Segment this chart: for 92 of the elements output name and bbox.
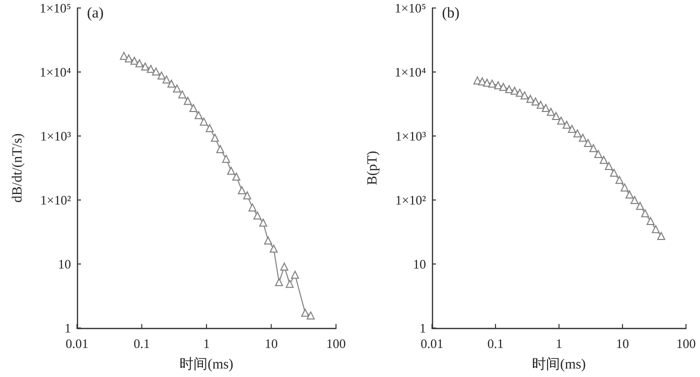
point [652,225,660,234]
point [162,75,170,84]
x-tick-label: 1 [556,336,562,351]
point [636,202,644,210]
point [562,120,571,129]
point [604,162,613,170]
point [542,104,550,112]
point [259,218,268,227]
y-tick-label: 1×10⁴ [394,64,426,80]
point [253,212,262,220]
point [158,72,166,80]
point [630,196,639,204]
x-tick-label: 10 [616,336,629,351]
y-tick-label: 1×10³ [40,128,72,144]
x-axis-title: 时间(ms) [180,356,234,372]
point [270,244,278,253]
point [532,98,540,106]
point [264,236,272,244]
y-tick-label: 1×10⁴ [40,64,72,80]
point [210,134,219,142]
x-tick-label: 10 [264,336,278,351]
x-axis-title: 时间(ms) [532,356,586,372]
y-tick-label: 1×10⁵ [40,0,71,16]
point [546,108,555,116]
point [620,183,629,192]
point [135,59,144,68]
point [589,144,598,152]
x-tick-label: 1 [203,336,210,351]
point [615,176,624,184]
point [646,217,655,226]
point [584,138,592,147]
x-tick-label: 0.1 [487,336,504,351]
x-tick-label: 100 [676,336,696,351]
x-tick-label: 0.01 [420,336,444,351]
point [130,56,138,65]
y-tick-label: 1×10³ [395,128,426,144]
point [124,54,133,62]
point [536,100,545,109]
y-tick-label: 10 [58,256,71,272]
y-tick-label: 1×10² [40,192,72,208]
y-tick-label: 1 [64,320,71,336]
point [238,186,246,194]
point [552,112,560,120]
point [557,116,566,125]
point [243,191,252,200]
point [146,64,155,73]
point [610,168,618,177]
point [488,80,496,88]
point [194,111,203,120]
point [568,124,576,133]
point [626,190,634,198]
point [657,232,666,240]
point [578,134,587,142]
point [600,156,608,164]
annotation: (a) [87,6,104,22]
y-tick-label: 1×10² [395,192,426,208]
point [120,52,128,60]
point [275,278,284,286]
point [141,62,150,70]
point [152,67,160,76]
x-tick-label: 0.01 [66,336,88,351]
point [184,96,192,105]
point [206,124,214,132]
point [178,90,186,98]
point [216,145,224,154]
x-tick-label: 100 [326,336,346,351]
point [573,129,582,138]
y-tick-label: 1×10⁵ [394,0,426,16]
point [189,104,198,112]
point [200,118,208,126]
point [641,209,650,218]
annotation: (b) [442,6,460,22]
y-tick-label: 1 [420,320,426,336]
point [516,88,524,97]
point [499,82,508,91]
point [526,94,534,103]
point [167,80,176,88]
point [248,203,256,212]
y-axis-title: dB/dt/(nT/s) [10,133,26,203]
point [222,154,230,163]
point [232,172,240,181]
x-tick-label: 0.1 [134,336,150,351]
point [286,280,294,288]
y-tick-label: 10 [413,256,426,272]
point [227,166,236,175]
point [594,150,602,158]
point [291,270,300,279]
point [172,84,181,93]
point [280,262,288,271]
point [505,85,514,94]
y-axis-title: B(pT) [366,150,380,186]
point [520,91,529,100]
